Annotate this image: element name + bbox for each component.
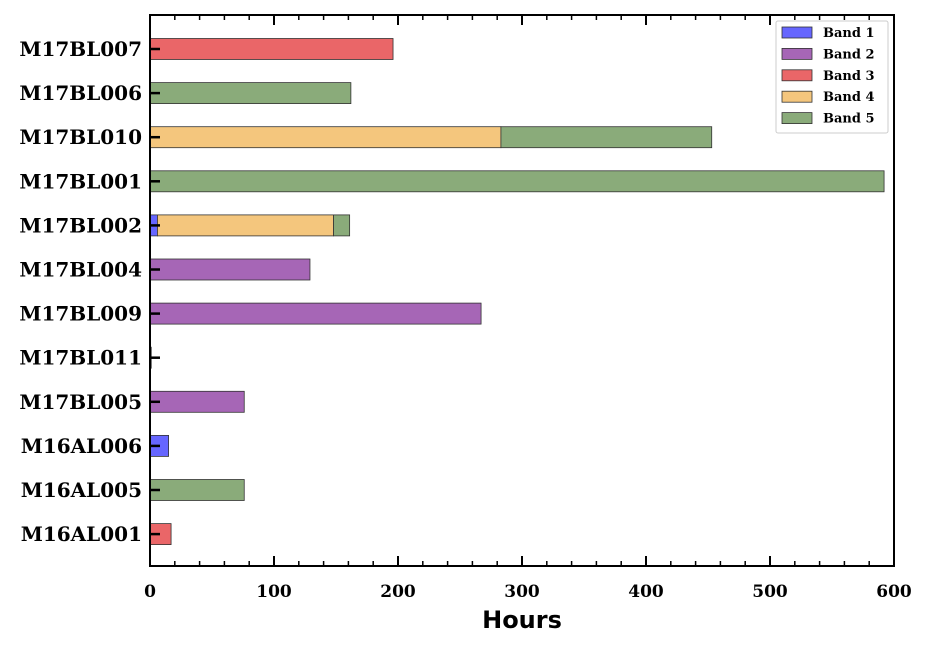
x-tick-labels: 0 100 200 300 400 500 600 xyxy=(144,582,912,602)
x-axis-title: Hours xyxy=(482,606,562,634)
category-labels: M17BL007 M17BL006 M17BL010 M17BL001 M17BL002… xyxy=(19,37,142,546)
legend-swatch xyxy=(781,48,813,60)
bar-m17bl007-band-3 xyxy=(149,38,394,60)
category-label: M16AL005 xyxy=(21,478,142,502)
x-tick-label: 600 xyxy=(876,582,912,602)
x-tick-label: 0 xyxy=(144,582,156,602)
bar-m17bl010-band-5 xyxy=(500,126,713,149)
category-label: M17BL005 xyxy=(19,390,142,414)
plot-frame xyxy=(149,14,895,567)
legend-label: Band 5 xyxy=(823,112,875,127)
category-label: M17BL010 xyxy=(19,125,142,149)
bars-layer xyxy=(149,38,885,545)
bar-m17bl005-band-2 xyxy=(149,390,245,413)
legend-label: Band 4 xyxy=(823,90,875,105)
bar-m17bl004-band-2 xyxy=(149,258,311,281)
x-tick-label: 500 xyxy=(752,582,788,602)
category-label: M17BL001 xyxy=(19,169,142,193)
bar-m17bl010-band-4 xyxy=(149,126,502,149)
category-label: M16AL001 xyxy=(21,522,142,546)
legend-label: Band 2 xyxy=(823,47,875,62)
category-label: M17BL006 xyxy=(19,81,142,105)
category-label: M17BL002 xyxy=(19,213,142,237)
x-tick-label: 200 xyxy=(380,582,416,602)
category-label: M17BL011 xyxy=(19,346,142,370)
legend-swatch xyxy=(781,26,813,39)
bar-m17bl002-band-5 xyxy=(333,214,351,237)
category-label: M17BL004 xyxy=(19,258,142,282)
legend-swatch xyxy=(781,69,813,82)
bar-m17bl002-band-4 xyxy=(157,214,334,237)
x-tick-label: 300 xyxy=(504,582,540,602)
legend-swatch xyxy=(781,90,813,103)
bar-m17bl001-band-5 xyxy=(149,170,885,193)
legend-label: Band 1 xyxy=(823,26,875,41)
category-label: M17BL007 xyxy=(19,37,142,61)
bar-m16al005-band-5 xyxy=(149,479,245,501)
x-tick-label: 100 xyxy=(256,582,292,602)
legend-label: Band 3 xyxy=(823,69,875,84)
legend: Band 1 Band 2 Band 3 Band 4 Band 5 xyxy=(775,20,889,134)
x-tick-label: 400 xyxy=(628,582,664,602)
bar-m17bl009-band-2 xyxy=(149,302,482,325)
legend-swatch xyxy=(781,112,813,124)
category-label: M16AL006 xyxy=(21,434,142,458)
bar-m17bl006-band-5 xyxy=(149,82,352,104)
category-label: M17BL009 xyxy=(19,302,142,326)
